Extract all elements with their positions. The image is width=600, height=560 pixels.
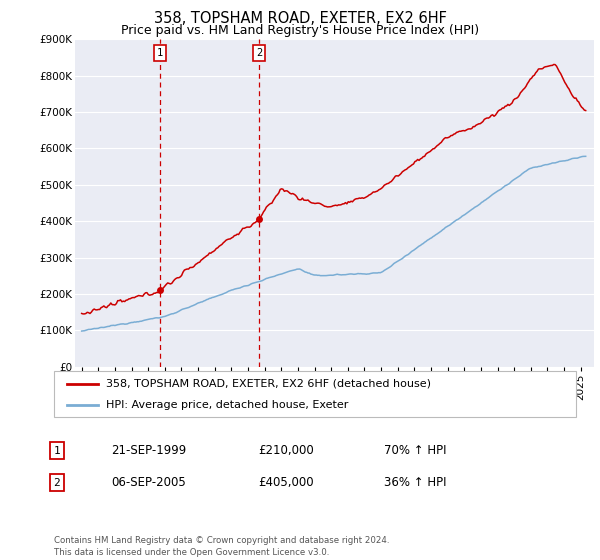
Text: 1: 1	[157, 48, 163, 58]
Text: 1: 1	[53, 446, 61, 456]
FancyBboxPatch shape	[54, 371, 576, 417]
Text: Contains HM Land Registry data © Crown copyright and database right 2024.
This d: Contains HM Land Registry data © Crown c…	[54, 536, 389, 557]
Text: 2: 2	[256, 48, 262, 58]
Text: Price paid vs. HM Land Registry's House Price Index (HPI): Price paid vs. HM Land Registry's House …	[121, 24, 479, 36]
Text: £405,000: £405,000	[258, 476, 314, 489]
Text: 21-SEP-1999: 21-SEP-1999	[111, 444, 186, 458]
Text: 2: 2	[53, 478, 61, 488]
Text: 358, TOPSHAM ROAD, EXETER, EX2 6HF (detached house): 358, TOPSHAM ROAD, EXETER, EX2 6HF (deta…	[106, 379, 431, 389]
Text: 70% ↑ HPI: 70% ↑ HPI	[384, 444, 446, 458]
Text: 358, TOPSHAM ROAD, EXETER, EX2 6HF: 358, TOPSHAM ROAD, EXETER, EX2 6HF	[154, 11, 446, 26]
Text: £210,000: £210,000	[258, 444, 314, 458]
Text: 36% ↑ HPI: 36% ↑ HPI	[384, 476, 446, 489]
Text: HPI: Average price, detached house, Exeter: HPI: Average price, detached house, Exet…	[106, 400, 349, 410]
Text: 06-SEP-2005: 06-SEP-2005	[111, 476, 186, 489]
